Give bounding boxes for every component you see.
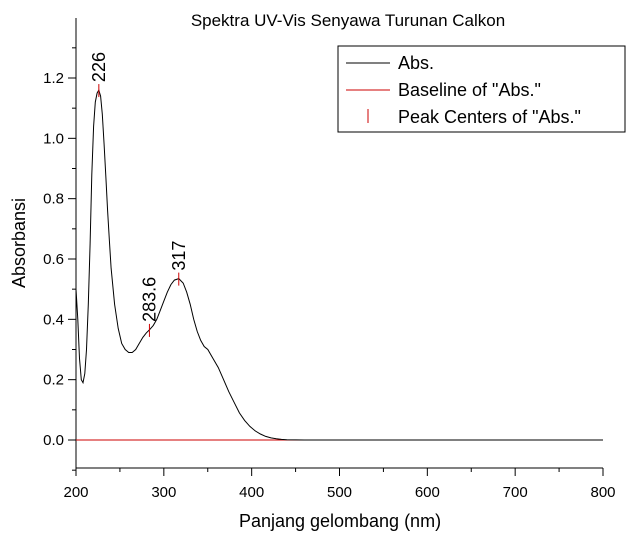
x-axis-title: Panjang gelombang (nm) (239, 511, 441, 531)
plot-area: 200 300 400 500 600 700 800 0.0 0.2 0.4 0.6 0.8 1.0… (43, 18, 616, 501)
peak-label: 317 (169, 241, 189, 271)
legend-item-abs: Abs. (346, 53, 434, 73)
y-axis-title: Absorbansi (9, 198, 29, 288)
x-tick-label: 400 (239, 484, 264, 501)
chart-title: Spektra UV-Vis Senyawa Turunan Calkon (191, 11, 505, 30)
y-tick-label: 1.2 (43, 70, 64, 87)
y-tick-label: 0.8 (43, 191, 64, 208)
legend-item-peak-centers: Peak Centers of "Abs." (367, 107, 581, 127)
y-tick-label: 0.2 (43, 372, 64, 389)
x-tick-label: 200 (63, 484, 88, 501)
x-axis-ticks: 200 300 400 500 600 700 800 (63, 468, 616, 501)
legend-box (337, 45, 626, 133)
series-layer: 226 283.6 317 (75, 52, 603, 441)
peak-label: 283.6 (139, 277, 159, 322)
legend-item-baseline: Baseline of "Abs." (346, 80, 541, 100)
y-tick-label: 0.0 (43, 432, 64, 449)
abs-series-line (75, 88, 603, 441)
x-tick-label: 700 (503, 484, 528, 501)
x-tick-label: 500 (327, 484, 352, 501)
peak-label: 226 (89, 52, 109, 82)
legend: Abs. Baseline of "Abs." Peak Centers of … (337, 45, 626, 133)
y-tick-label: 0.6 (43, 251, 64, 268)
x-tick-label: 300 (151, 484, 176, 501)
y-tick-label: 0.4 (43, 311, 64, 328)
peak-center-markers (98, 84, 180, 337)
peak-labels: 226 283.6 317 (89, 52, 189, 322)
x-tick-label: 800 (590, 484, 615, 501)
y-axis-ticks: 0.0 0.2 0.4 0.6 0.8 1.0 1.2 (43, 47, 76, 471)
legend-label: Baseline of "Abs." (398, 80, 541, 100)
y-tick-label: 1.0 (43, 130, 64, 147)
legend-label: Abs. (398, 53, 434, 73)
x-tick-label: 600 (415, 484, 440, 501)
legend-label: Peak Centers of "Abs." (398, 107, 581, 127)
